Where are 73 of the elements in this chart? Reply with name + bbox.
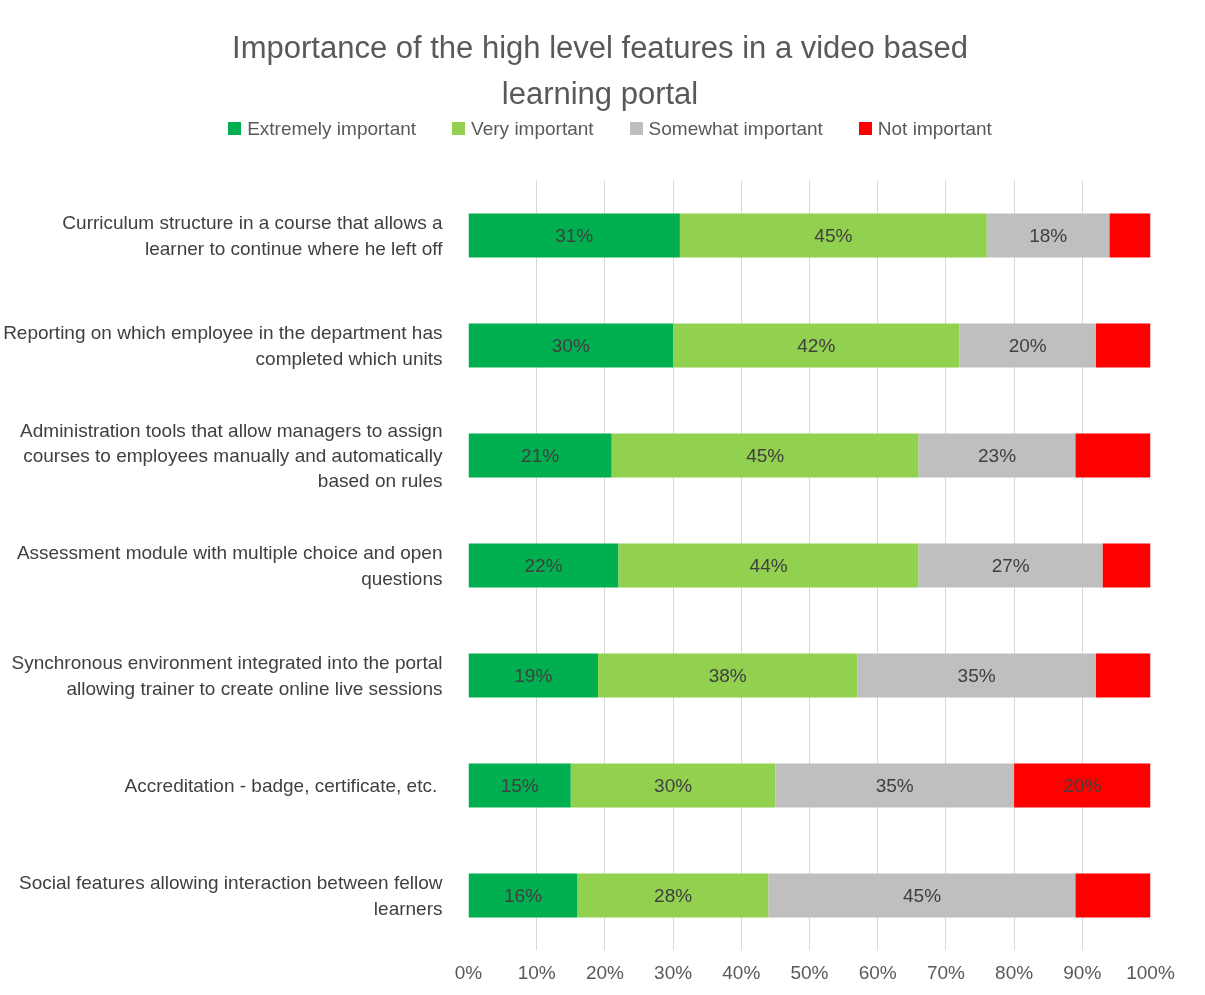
bar: [1109, 213, 1151, 258]
legend-label: Not important: [877, 117, 992, 141]
bar: [679, 213, 987, 258]
data-label: 16%: [504, 885, 543, 906]
bar: [468, 213, 680, 258]
x-tick-label: 50%: [790, 961, 829, 983]
bar: [775, 763, 1015, 808]
data-label: 22%: [524, 555, 563, 576]
bar: [468, 873, 578, 918]
bar: [918, 433, 1076, 478]
bar: [577, 873, 769, 918]
y-tick-label: Administration tools that allow managers to assign courses to employees manually and automatically based on rules: [20, 419, 443, 492]
y-tick-label: Synchronous environment integrated into the portal allowing trainer to create online live sessions: [11, 652, 443, 699]
bar: [618, 543, 919, 588]
data-label: 28%: [654, 885, 693, 906]
x-tick-label: 100%: [1126, 961, 1175, 983]
bar: [1075, 873, 1151, 918]
data-label: 38%: [708, 665, 747, 686]
y-tick-label: Assessment module with multiple choice and open questions: [16, 542, 443, 589]
data-label: 45%: [903, 885, 942, 906]
bar: [468, 763, 571, 808]
legend-label: Somewhat important: [648, 117, 823, 141]
bar: [918, 543, 1103, 588]
x-tick-label: 90%: [1063, 961, 1102, 983]
x-tick-label: 40%: [722, 961, 761, 983]
bar: [468, 433, 612, 478]
data-label: 45%: [814, 225, 853, 246]
bar: [570, 763, 776, 808]
legend-label: Extremely important: [247, 117, 417, 141]
data-label: 21%: [521, 445, 560, 466]
data-label: 19%: [514, 665, 553, 686]
bar: [598, 653, 858, 698]
y-tick-label: Curriculum structure in a course that allows a learner to continue where he left off: [62, 212, 444, 259]
x-tick-label: 0%: [454, 961, 483, 983]
bar: [986, 213, 1110, 258]
bar: [768, 873, 1076, 918]
data-label: 45%: [746, 445, 785, 466]
bar: [959, 323, 1096, 368]
x-tick-label: 20%: [585, 961, 625, 983]
bar: [468, 543, 619, 588]
x-tick-label: 80%: [995, 961, 1034, 983]
bar: [1095, 323, 1151, 368]
data-label: 42%: [797, 335, 836, 356]
chart-title: Importance of the high level features in a video based learning portal: [231, 29, 969, 113]
data-label: 23%: [978, 445, 1017, 466]
y-tick-label: Social features allowing interaction between fellow learners: [18, 872, 443, 919]
data-label: 18%: [1029, 225, 1068, 246]
x-tick-label: 10%: [517, 961, 556, 983]
data-label: 35%: [957, 665, 996, 686]
data-label: 20%: [1063, 775, 1102, 796]
bar: [468, 323, 674, 368]
x-tick-label: 60%: [858, 961, 897, 983]
y-tick-label: Accreditation - badge, certificate, etc.: [124, 775, 438, 796]
data-label: 35%: [875, 775, 914, 796]
bar: [468, 653, 599, 698]
x-tick-label: 70%: [926, 961, 966, 983]
data-label: 15%: [500, 775, 539, 796]
legend-label: Very important: [471, 117, 594, 141]
bar: [1095, 653, 1151, 698]
bar: [1075, 433, 1151, 478]
bar: [1014, 763, 1151, 808]
data-label: 30%: [654, 775, 693, 796]
y-tick-label: Reporting on which employee in the department has completed which units: [3, 322, 443, 369]
data-label: 30%: [551, 335, 590, 356]
bar: [673, 323, 960, 368]
bar: [611, 433, 919, 478]
data-label: 44%: [749, 555, 788, 576]
data-label: 27%: [991, 555, 1030, 576]
data-label: 20%: [1008, 335, 1047, 356]
bar: [1102, 543, 1151, 588]
data-label: 31%: [555, 225, 594, 246]
bar: [857, 653, 1096, 698]
x-tick-label: 30%: [654, 961, 693, 983]
